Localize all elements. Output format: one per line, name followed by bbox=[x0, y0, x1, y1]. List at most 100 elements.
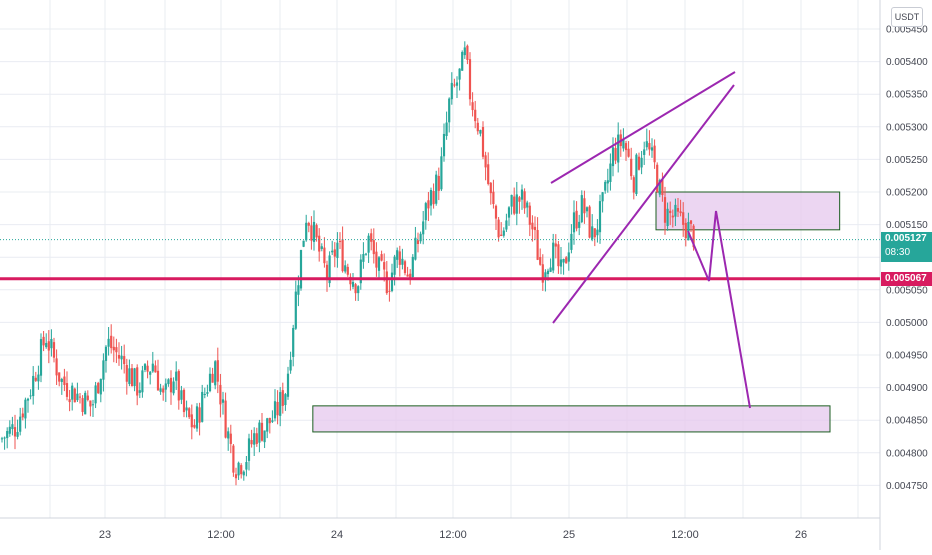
candle-body bbox=[73, 388, 76, 403]
candle-body bbox=[310, 225, 313, 241]
candle-body bbox=[669, 210, 672, 214]
candle-body bbox=[396, 250, 399, 260]
candle-body bbox=[549, 267, 552, 272]
candle-body bbox=[528, 205, 531, 225]
candle-body bbox=[414, 237, 417, 260]
candle-body bbox=[260, 422, 264, 441]
candle-body bbox=[487, 164, 490, 184]
candle-body bbox=[203, 393, 206, 395]
candle-body bbox=[474, 109, 477, 122]
candle-body bbox=[91, 404, 95, 406]
candle-body bbox=[422, 221, 425, 235]
candle-body bbox=[333, 249, 336, 257]
time-tick-label: 23 bbox=[99, 529, 111, 541]
candle-body bbox=[520, 189, 524, 200]
candle-body bbox=[437, 175, 440, 191]
currency-button[interactable]: USDT bbox=[891, 7, 923, 27]
candle-body bbox=[219, 384, 222, 405]
candle-body bbox=[169, 377, 173, 393]
candle-body bbox=[344, 265, 347, 272]
candle-body bbox=[214, 361, 217, 386]
candle-body bbox=[263, 430, 266, 443]
candle-body bbox=[515, 194, 518, 214]
candle-body bbox=[492, 191, 495, 205]
candle-body bbox=[55, 358, 58, 376]
candle-body bbox=[284, 394, 287, 406]
current-price-tag: 0.005127 08:30 bbox=[881, 231, 932, 262]
time-axis[interactable]: 23 12:00 24 12:00 25 12:00 26 bbox=[99, 529, 807, 541]
candle-body bbox=[255, 433, 258, 444]
candle-body bbox=[401, 258, 404, 265]
candle-body bbox=[357, 286, 360, 294]
candle-body bbox=[130, 368, 134, 387]
candle-body bbox=[305, 222, 308, 241]
candle-body bbox=[302, 240, 305, 247]
candle-body bbox=[94, 385, 97, 404]
candle-body bbox=[645, 141, 648, 148]
candle-body bbox=[362, 254, 365, 262]
candle-body bbox=[125, 364, 128, 382]
candle-body bbox=[656, 164, 659, 193]
candle-body bbox=[367, 235, 370, 253]
candle-body bbox=[294, 291, 297, 329]
candle-body bbox=[507, 207, 511, 218]
candle-body bbox=[47, 341, 50, 351]
price-tick-label: 0.005400 bbox=[886, 57, 928, 68]
candle-body bbox=[614, 148, 617, 161]
candle-body bbox=[554, 243, 557, 247]
candle-body bbox=[143, 364, 147, 370]
candle-body bbox=[63, 376, 66, 385]
candle-body bbox=[206, 392, 209, 394]
candle-body bbox=[128, 368, 131, 384]
candle-body bbox=[380, 254, 383, 261]
candle-body bbox=[266, 418, 269, 432]
candle-body bbox=[489, 182, 492, 194]
candle-body bbox=[463, 47, 466, 56]
candle-body bbox=[136, 367, 139, 396]
candle-body bbox=[224, 400, 227, 438]
candle-body bbox=[253, 433, 256, 445]
projection-path bbox=[687, 210, 751, 409]
candle-body bbox=[611, 147, 615, 167]
candle-body bbox=[510, 194, 513, 207]
candle-body bbox=[585, 207, 589, 212]
candle-body bbox=[292, 328, 295, 357]
candle-body bbox=[513, 196, 516, 214]
candle-body bbox=[643, 149, 646, 155]
candle-body bbox=[364, 253, 368, 255]
candle-body bbox=[115, 347, 118, 353]
price-axis[interactable]: 0.005450 0.005400 0.005350 0.005300 0.005250… bbox=[886, 25, 928, 492]
candle-body bbox=[388, 290, 391, 292]
candle-body bbox=[151, 363, 154, 372]
price-tick-label: 0.004950 bbox=[886, 351, 928, 362]
candle-body bbox=[453, 84, 456, 86]
candle-body bbox=[164, 383, 167, 390]
candle-body bbox=[557, 244, 560, 267]
candle-body bbox=[107, 338, 110, 347]
wedge-upper-line bbox=[550, 71, 736, 184]
candle-body bbox=[198, 407, 201, 423]
candle-body bbox=[50, 339, 53, 349]
candle-body bbox=[494, 205, 498, 219]
candle-body bbox=[279, 392, 282, 416]
candle-body bbox=[359, 259, 362, 284]
price-tick-label: 0.005350 bbox=[886, 90, 928, 101]
candle-body bbox=[640, 157, 643, 168]
candle-body bbox=[120, 355, 123, 360]
candle-body bbox=[307, 222, 310, 226]
candle-body bbox=[385, 271, 388, 294]
candle-body bbox=[32, 375, 35, 397]
price-tick-label: 0.005000 bbox=[886, 318, 928, 329]
candle-body bbox=[481, 127, 485, 157]
candle-body bbox=[81, 398, 84, 412]
candle-body bbox=[338, 241, 342, 243]
candle-body bbox=[297, 285, 300, 295]
candle-body bbox=[289, 359, 292, 371]
candle-body bbox=[674, 204, 677, 217]
candle-body bbox=[42, 336, 45, 346]
candle-body bbox=[133, 368, 136, 387]
candle-body bbox=[65, 383, 69, 397]
candle-body bbox=[45, 342, 48, 348]
